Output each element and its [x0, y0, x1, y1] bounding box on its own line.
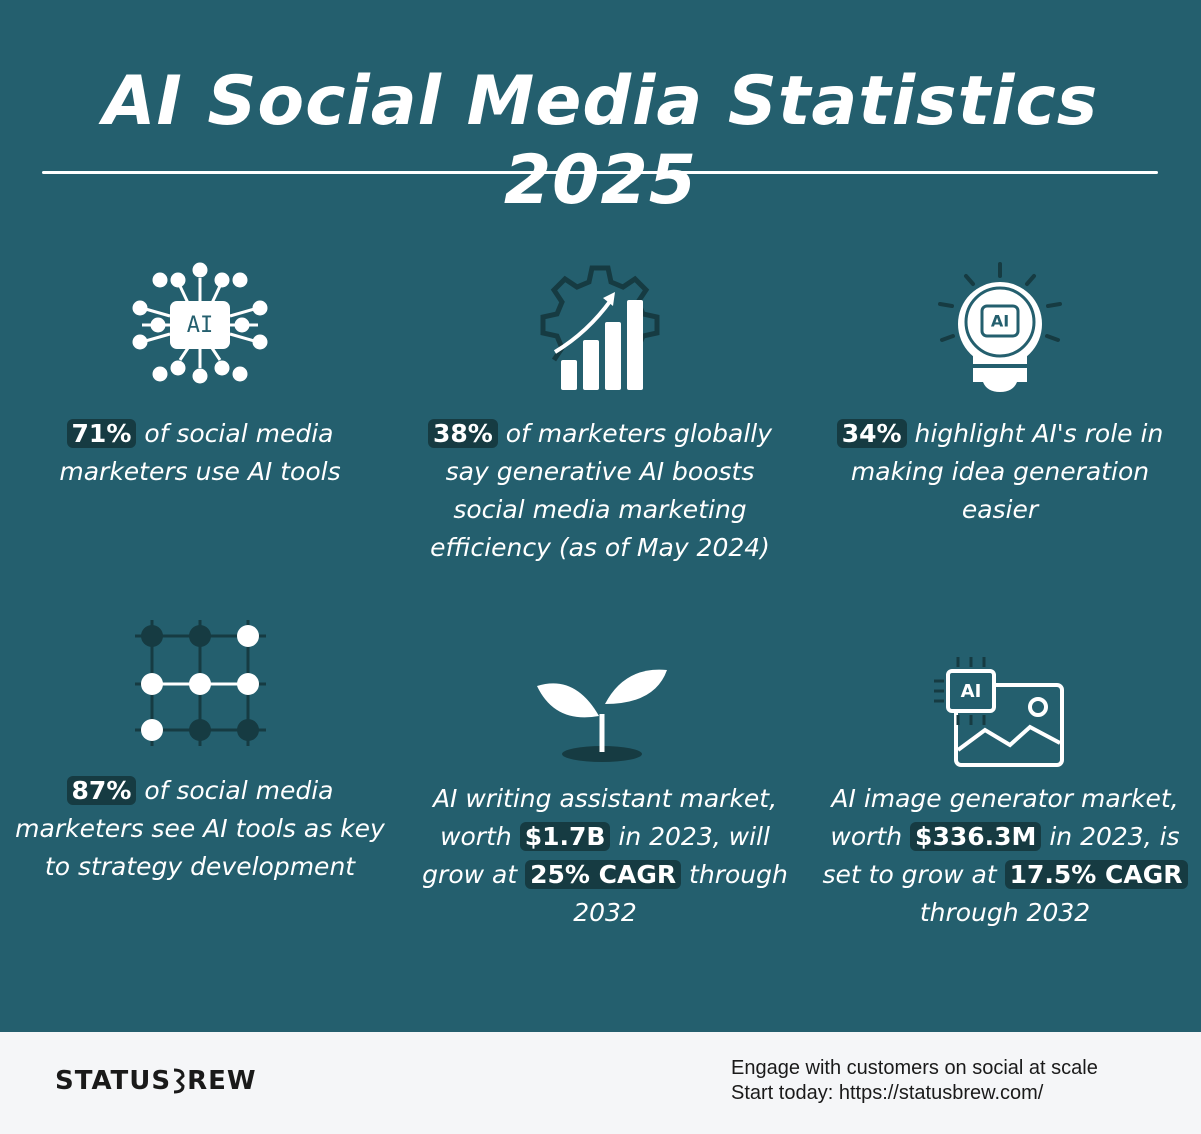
growth-gear-icon: [540, 265, 660, 390]
brand-mark: [174, 1068, 185, 1094]
title-rule: [42, 171, 1158, 174]
stat-highlight: 34%: [836, 419, 907, 448]
stat-segment: AI image generator market, worth: [830, 784, 1179, 851]
ai-bulb-icon: AI: [938, 262, 1062, 392]
stat-highlight: 17.5% CAGR: [1004, 860, 1188, 889]
stat-text: 71% of social media marketers use AI too…: [20, 415, 380, 491]
stat-highlight: $336.3M: [910, 822, 1042, 851]
ai-chip-icon: AI: [132, 262, 268, 384]
tagline: Engage with customers on social at scale: [731, 1057, 1098, 1079]
icon-label: AI: [961, 681, 982, 702]
stat-segment: in 2023, is set to grow at: [822, 822, 1180, 889]
network-grid-icon: [135, 620, 266, 746]
stat-segment: of marketers globally say generative AI …: [430, 419, 773, 562]
ai-image-icon: AI: [934, 657, 1064, 767]
stat-highlight: 25% CAGR: [525, 860, 682, 889]
footer: STATUS REW Engage with customers on soci…: [0, 1032, 1201, 1134]
cta-link[interactable]: Start today: https://statusbrew.com/: [731, 1082, 1044, 1104]
stat-segment: through 2032: [919, 898, 1091, 927]
title: AI Social Media Statistics 2025: [102, 62, 1099, 220]
stat-text: 38% of marketers globally say generative…: [420, 415, 780, 567]
stat-highlight: 87%: [66, 776, 137, 805]
footer-cta: Engage with customers on social at scale…: [731, 1056, 1098, 1106]
brand-text: STATUS: [55, 1066, 172, 1096]
icon-label: AI: [991, 312, 1009, 331]
brand-text: REW: [187, 1066, 257, 1096]
brand-logo: STATUS REW: [55, 1066, 257, 1096]
stat-segment: highlight AI's role in making idea gener…: [850, 419, 1164, 524]
stat-highlight: 71%: [66, 419, 137, 448]
stat-segment: of social media marketers see AI tools a…: [15, 776, 385, 881]
stat-text: 34% highlight AI's role in making idea g…: [820, 415, 1180, 529]
stat-highlight: $1.7B: [519, 822, 611, 851]
stat-text: 87% of social media marketers see AI too…: [15, 772, 385, 886]
sprout-icon: [537, 669, 667, 762]
stat-segment: in 2023, will grow at: [422, 822, 770, 889]
stat-highlight: 38%: [427, 419, 498, 448]
stat-segment: through 2032: [573, 860, 788, 927]
icon-label: AI: [187, 313, 214, 338]
stat-segment: AI writing assistant market, worth: [432, 784, 778, 851]
stat-segment: of social media marketers use AI tools: [59, 419, 341, 486]
stat-text: AI writing assistant market, worth $1.7B…: [420, 780, 790, 932]
stat-text: AI image generator market, worth $336.3M…: [820, 780, 1190, 932]
